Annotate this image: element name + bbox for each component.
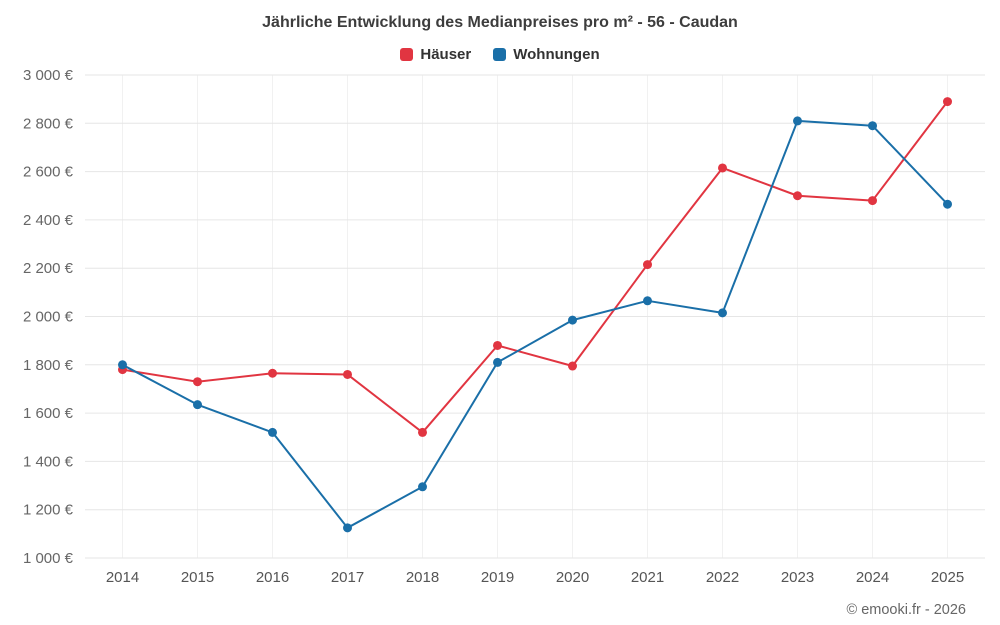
x-axis-label: 2015 xyxy=(181,569,214,586)
legend-label: Wohnungen xyxy=(513,46,600,63)
data-point-häuser-2015 xyxy=(193,377,202,387)
x-axis-label: 2017 xyxy=(331,569,364,586)
data-point-wohnungen-2014 xyxy=(118,360,127,370)
x-axis-label: 2014 xyxy=(106,569,139,586)
data-point-wohnungen-2015 xyxy=(193,400,202,410)
x-axis-label: 2021 xyxy=(631,569,664,586)
data-point-häuser-2025 xyxy=(943,97,952,107)
legend-label: Häuser xyxy=(420,46,472,63)
chart-title: Jährliche Entwicklung des Medianpreises … xyxy=(262,14,738,31)
data-point-wohnungen-2016 xyxy=(268,427,277,437)
y-axis-label: 1 600 € xyxy=(23,405,74,422)
x-axis-label: 2024 xyxy=(856,569,889,586)
y-axis-label: 2 000 € xyxy=(23,309,74,326)
legend-swatch xyxy=(400,48,414,61)
data-point-wohnungen-2021 xyxy=(643,296,652,306)
data-point-wohnungen-2022 xyxy=(718,308,727,318)
data-point-häuser-2018 xyxy=(418,427,427,437)
x-axis-label: 2019 xyxy=(481,569,514,586)
legend-swatch xyxy=(493,48,507,61)
data-point-wohnungen-2023 xyxy=(793,116,802,126)
x-axis-label: 2023 xyxy=(781,569,814,586)
data-point-wohnungen-2024 xyxy=(868,121,877,131)
x-axis-label: 2022 xyxy=(706,569,739,586)
data-point-häuser-2021 xyxy=(643,260,652,270)
y-axis-label: 3 000 € xyxy=(23,67,74,84)
y-axis-label: 2 600 € xyxy=(23,164,74,181)
y-axis-label: 2 200 € xyxy=(23,260,74,277)
x-axis-label: 2018 xyxy=(406,569,439,586)
data-point-häuser-2017 xyxy=(343,369,352,379)
attribution: © emooki.fr - 2026 xyxy=(846,602,966,618)
data-point-wohnungen-2020 xyxy=(568,315,577,325)
y-axis-label: 1 200 € xyxy=(23,502,74,519)
data-point-wohnungen-2025 xyxy=(943,199,952,209)
data-point-häuser-2022 xyxy=(718,163,727,173)
data-point-wohnungen-2018 xyxy=(418,482,427,492)
data-point-häuser-2019 xyxy=(493,340,502,350)
y-axis-label: 1 000 € xyxy=(23,550,74,567)
data-point-häuser-2024 xyxy=(868,196,877,206)
x-axis-label: 2016 xyxy=(256,569,289,586)
data-point-wohnungen-2017 xyxy=(343,523,352,533)
data-point-wohnungen-2019 xyxy=(493,357,502,367)
y-axis-label: 1 400 € xyxy=(23,453,74,470)
series-line-häuser xyxy=(122,100,949,434)
y-axis-label: 2 400 € xyxy=(23,212,74,229)
y-axis-label: 2 800 € xyxy=(23,115,74,132)
chart-legend: Häuser Wohnungen xyxy=(0,46,1000,63)
series-line-wohnungen xyxy=(122,119,949,529)
x-axis-label: 2020 xyxy=(556,569,589,586)
data-point-häuser-2023 xyxy=(793,191,802,201)
data-point-häuser-2016 xyxy=(268,368,277,378)
y-axis-label: 1 800 € xyxy=(23,357,74,374)
legend-item-wohnungen[interactable]: Wohnungen xyxy=(493,46,600,63)
x-axis-label: 2025 xyxy=(931,569,964,586)
legend-item-häuser[interactable]: Häuser xyxy=(400,46,471,63)
data-point-häuser-2020 xyxy=(568,361,577,371)
